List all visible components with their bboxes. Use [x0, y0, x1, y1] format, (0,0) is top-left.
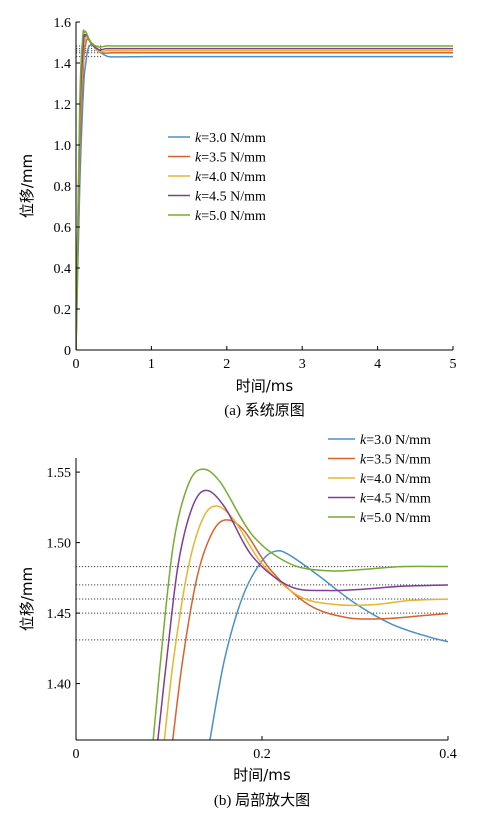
series-line-0	[209, 550, 448, 740]
y-tick-label: 0.6	[54, 221, 72, 236]
legend-label: k=4.5 N/mm	[360, 492, 431, 507]
y-tick-label: 0.4	[54, 262, 72, 277]
series-lines	[76, 29, 453, 350]
legend: k=3.0 N/mm k=3.5 N/mm k=4.0 N/mm k=4.5 N/mm…	[168, 131, 266, 224]
x-axis-label: 时间/ms	[233, 766, 291, 784]
legend-label: k=3.0 N/mm	[360, 433, 431, 448]
series-lines	[152, 468, 448, 740]
series-line-4	[76, 29, 453, 350]
y-tick-label: 1.2	[54, 98, 72, 113]
y-tick-label: 0.2	[54, 303, 72, 318]
x-tick-label: 5	[450, 357, 457, 372]
y-tick-label: 1.40	[47, 678, 72, 693]
legend-label: k=4.5 N/mm	[195, 190, 266, 205]
x-tick-label: 0.2	[253, 747, 271, 762]
series-line-1	[171, 519, 448, 740]
chart-caption: (b) 局部放大图	[214, 792, 310, 809]
legend-label: k=3.5 N/mm	[360, 453, 431, 468]
x-tick-label: 3	[299, 357, 306, 372]
y-axis-label: 位移/mm	[18, 154, 36, 218]
legend-label: k=3.0 N/mm	[195, 131, 266, 146]
legend: k=3.0 N/mm k=3.5 N/mm k=4.0 N/mm k=4.5 N/mm…	[328, 433, 431, 526]
x-axis-label: 时间/ms	[236, 377, 294, 395]
y-tick-label: 0.8	[54, 180, 72, 195]
x-tick-label: 2	[223, 357, 230, 372]
y-tick-label: 1.45	[47, 607, 72, 622]
x-tick-label: 1	[148, 357, 155, 372]
y-tick-label: 1.4	[54, 57, 72, 72]
x-tick-label: 4	[374, 357, 381, 372]
legend-label: k=5.0 N/mm	[360, 511, 431, 526]
legend-label: k=5.0 N/mm	[195, 209, 266, 224]
legend-label: k=4.0 N/mm	[360, 472, 431, 487]
legend-label: k=4.0 N/mm	[195, 170, 266, 185]
y-tick-label: 0	[64, 344, 71, 359]
y-tick-label: 1.0	[54, 139, 72, 154]
x-tick-label: 0	[73, 357, 80, 372]
y-tick-label: 1.6	[54, 16, 72, 31]
chart-b: 0 0.2 0.4 1.40 1.45 1.50 1.55 时间/ms 位移/mm (b) 局部放…	[18, 433, 457, 809]
legend-label: k=3.5 N/mm	[195, 151, 266, 166]
x-tick-label: 0.4	[439, 747, 457, 762]
y-axis-label: 位移/mm	[18, 567, 36, 631]
x-tick-label: 0	[73, 747, 80, 762]
y-tick-label: 1.55	[47, 466, 72, 481]
series-line-4	[152, 468, 448, 740]
series-line-3	[157, 489, 448, 740]
series-line-2	[163, 505, 448, 740]
chart-caption: (a) 系统原图	[224, 402, 304, 419]
series-line-3	[76, 33, 453, 350]
y-tick-label: 1.50	[47, 537, 72, 552]
chart-a: 0 1 2 3 4 5 0 0.2 0.4 0.6 0.8 1.0 1.2 1.4 1.6 时间/ms 位移/m…	[18, 16, 457, 419]
